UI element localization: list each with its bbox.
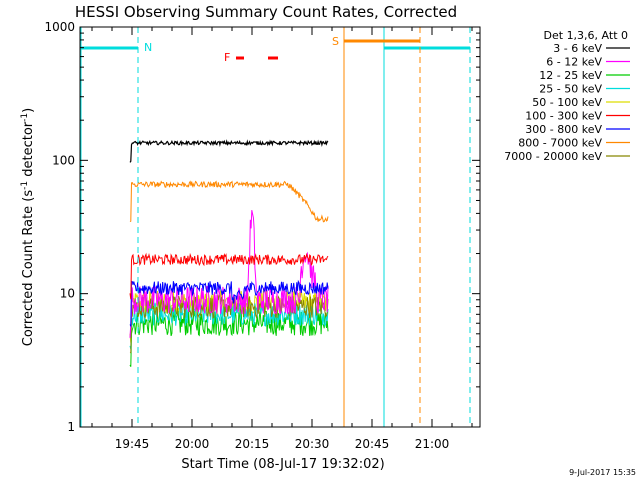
series-line-6 bbox=[129, 252, 329, 300]
legend-entry-label: 300 - 800 keV bbox=[525, 123, 602, 136]
legend-entry-label: 100 - 300 keV bbox=[525, 110, 602, 123]
legend-entry-label: 25 - 50 keV bbox=[539, 83, 602, 96]
y-label-part-2: detector bbox=[21, 121, 36, 181]
chart-title: HESSI Observing Summary Count Rates, Cor… bbox=[75, 3, 457, 21]
series-layer bbox=[129, 139, 329, 367]
legend-entry-label: 3 - 6 keV bbox=[553, 42, 602, 55]
saa-label: S bbox=[332, 35, 339, 48]
legend-entry-label: 12 - 25 keV bbox=[539, 69, 602, 82]
legend-entry-label: 800 - 7000 keV bbox=[518, 137, 602, 150]
x-axis-label: Start Time (08-Jul-17 19:32:02) bbox=[181, 457, 384, 472]
plot-frame bbox=[79, 26, 481, 428]
y-label-sup-1: -1 bbox=[20, 181, 30, 190]
y-label-part-1: Corrected Count Rate (s bbox=[21, 190, 36, 347]
series-line-7 bbox=[129, 279, 329, 328]
legend-title: Det 1,3,6, Att 0 bbox=[544, 29, 628, 42]
y-label-part-3: ) bbox=[21, 108, 36, 113]
y-axis-label: Corrected Count Rate (s-1 detector-1) bbox=[20, 108, 36, 346]
axis-layer: 19:45 20:00 20:15 20:30 20:45 21:00 1 10 100 1000 bbox=[44, 20, 480, 451]
y-label-sup-2: -1 bbox=[20, 113, 30, 122]
legend-entry-label: 6 - 12 keV bbox=[546, 56, 602, 69]
series-line-2 bbox=[129, 209, 329, 338]
annotation-layer: N F S bbox=[80, 27, 471, 427]
series-line-8 bbox=[129, 180, 329, 223]
series-line-1 bbox=[129, 139, 329, 163]
y-tick-label: 1000 bbox=[44, 20, 75, 34]
x-tick-label: 20:30 bbox=[295, 437, 330, 451]
legend-entry-label: 7000 - 20000 keV bbox=[504, 150, 602, 163]
x-tick-label: 20:45 bbox=[355, 437, 390, 451]
flare-label: F bbox=[224, 51, 230, 64]
night-label: N bbox=[144, 41, 152, 54]
y-tick-label: 100 bbox=[52, 153, 75, 167]
y-tick-label: 1 bbox=[67, 420, 75, 434]
series-line-4 bbox=[129, 302, 329, 350]
y-tick-label: 10 bbox=[60, 287, 75, 301]
x-tick-label: 19:45 bbox=[115, 437, 150, 451]
x-tick-label: 21:00 bbox=[415, 437, 450, 451]
x-tick-label: 20:00 bbox=[175, 437, 210, 451]
plot-timestamp: 9-Jul-2017 15:35 bbox=[569, 468, 636, 477]
x-tick-label: 20:15 bbox=[235, 437, 270, 451]
legend-entry-label: 50 - 100 keV bbox=[532, 96, 602, 109]
